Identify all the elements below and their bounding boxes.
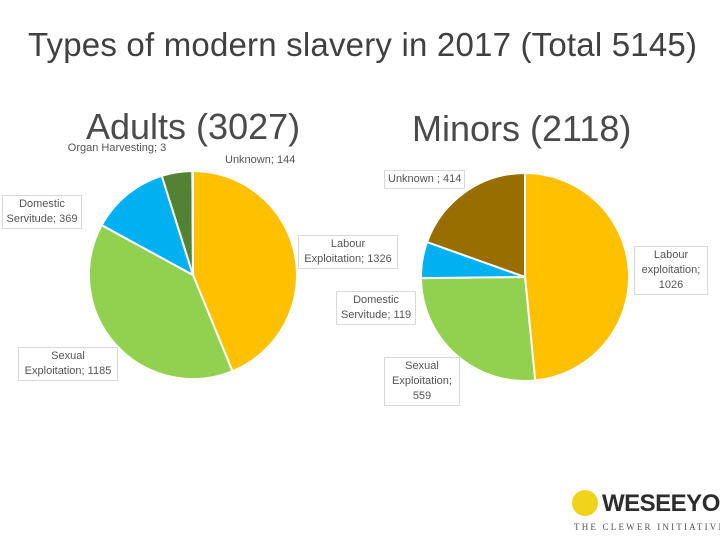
minors-pie xyxy=(419,171,630,382)
adults-chart-title: Adults (3027) xyxy=(86,106,301,147)
minors-slice-unknown xyxy=(425,171,526,279)
minors-slice-sexual-exploitation xyxy=(419,275,537,382)
logo-brand: WESEEYOU. xyxy=(602,490,720,517)
minors-label-sexual-exploitation: Sexual Exploitation; 559 xyxy=(384,357,460,406)
adults-label-unknown: Unknown; 144 xyxy=(225,154,296,166)
adults-label-labour-exploitation: Labour Exploitation; 1326 xyxy=(298,235,398,269)
logo: WESEEYOU. THE CLEWER INITIATIVE xyxy=(572,490,720,536)
adults-label-domestic-servitude: Domestic Servitude; 369 xyxy=(2,195,82,229)
logo-dot-icon xyxy=(572,490,598,516)
page-title: Types of modern slavery in 2017 (Total 5… xyxy=(28,26,698,63)
minors-label-unknown: Unknown ; 414 xyxy=(384,170,466,189)
adults-pie xyxy=(88,169,298,380)
minors-label-domestic-servitude: Domestic Servitude; 119 xyxy=(336,291,416,325)
adults-slice-sexual-exploitation xyxy=(88,223,234,380)
adults-slice-organ-harvesting xyxy=(191,169,194,276)
minors-slice-labour-exploitation xyxy=(524,171,630,382)
adults-slice-domestic-servitude xyxy=(100,174,195,278)
minors-chart-title: Minors (2118) xyxy=(412,108,632,149)
adults-label-sexual-exploitation: Sexual Exploitation; 1185 xyxy=(18,347,118,381)
adults-slice-labour-exploitation xyxy=(192,169,298,373)
minors-label-labour-exploitation: Labour exploitation; 1026 xyxy=(634,246,708,295)
logo-subtitle: THE CLEWER INITIATIVE xyxy=(574,522,720,532)
adults-label-organ-harvesting: Organ Harvesting; 3 xyxy=(67,142,167,154)
